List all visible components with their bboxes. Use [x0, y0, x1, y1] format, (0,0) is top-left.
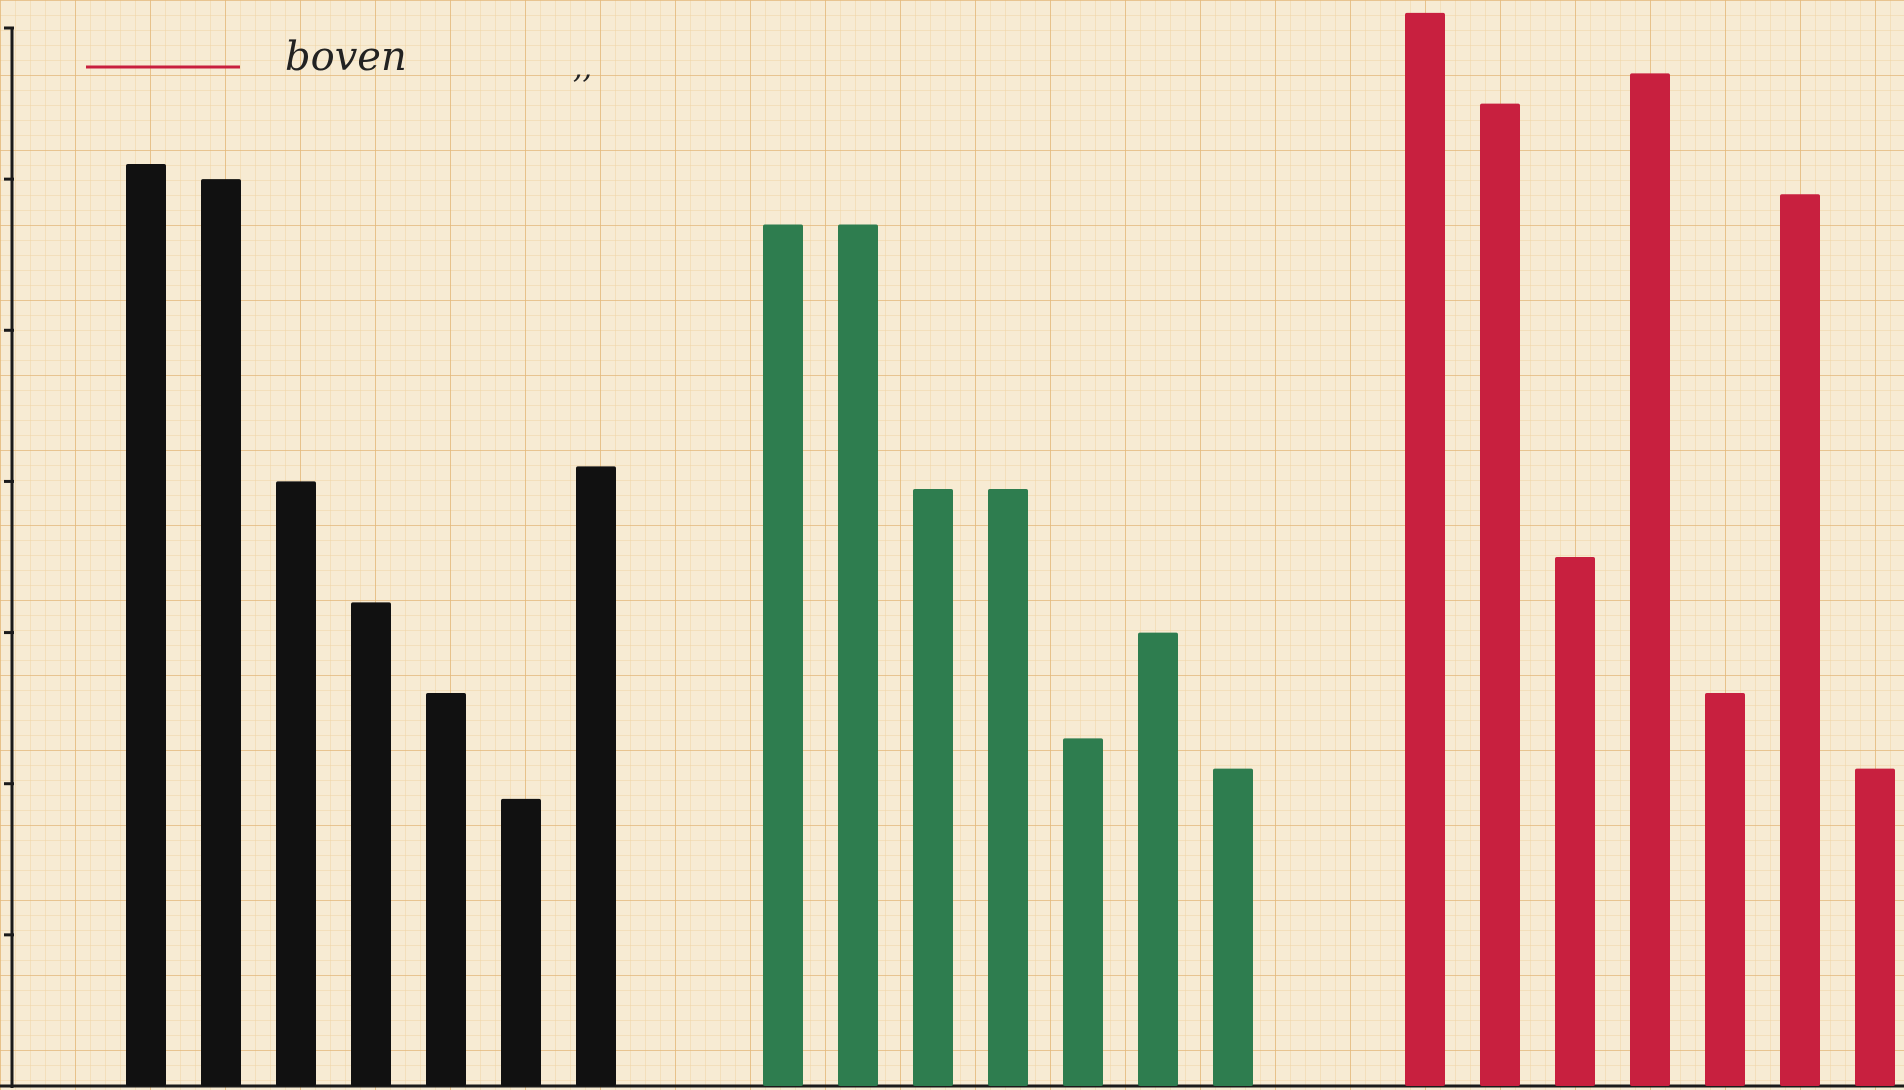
bar-series-2-4 — [988, 488, 1028, 1086]
bar-series-3-1 — [1405, 12, 1445, 1086]
bars — [126, 12, 1895, 1087]
bar-series-3-3 — [1555, 557, 1595, 1086]
bar-series-1-7 — [576, 466, 616, 1086]
bar-series-1-6 — [501, 798, 541, 1086]
bar-series-3-2 — [1480, 103, 1520, 1087]
bar-series-2-7 — [1213, 768, 1253, 1086]
bar-series-2-2 — [838, 224, 878, 1086]
bar-series-1-4 — [351, 602, 391, 1086]
legend-label: boven — [285, 34, 407, 80]
bar-series-2-6 — [1138, 632, 1178, 1086]
bar-series-1-3 — [276, 481, 316, 1086]
bar-series-2-3 — [913, 488, 953, 1086]
legend-ditto-mark: ,, — [573, 51, 592, 86]
bar-series-3-5 — [1705, 693, 1745, 1086]
bar-series-2-1 — [763, 224, 803, 1086]
bar-series-3-7 — [1855, 768, 1895, 1086]
bar-series-1-1 — [126, 164, 166, 1086]
bar-series-3-4 — [1630, 73, 1670, 1087]
bar-series-1-2 — [201, 179, 241, 1087]
bar-series-3-6 — [1780, 194, 1820, 1086]
bar-series-2-5 — [1063, 738, 1103, 1086]
legend: boven ,, — [86, 34, 592, 86]
bar-series-1-5 — [426, 693, 466, 1086]
